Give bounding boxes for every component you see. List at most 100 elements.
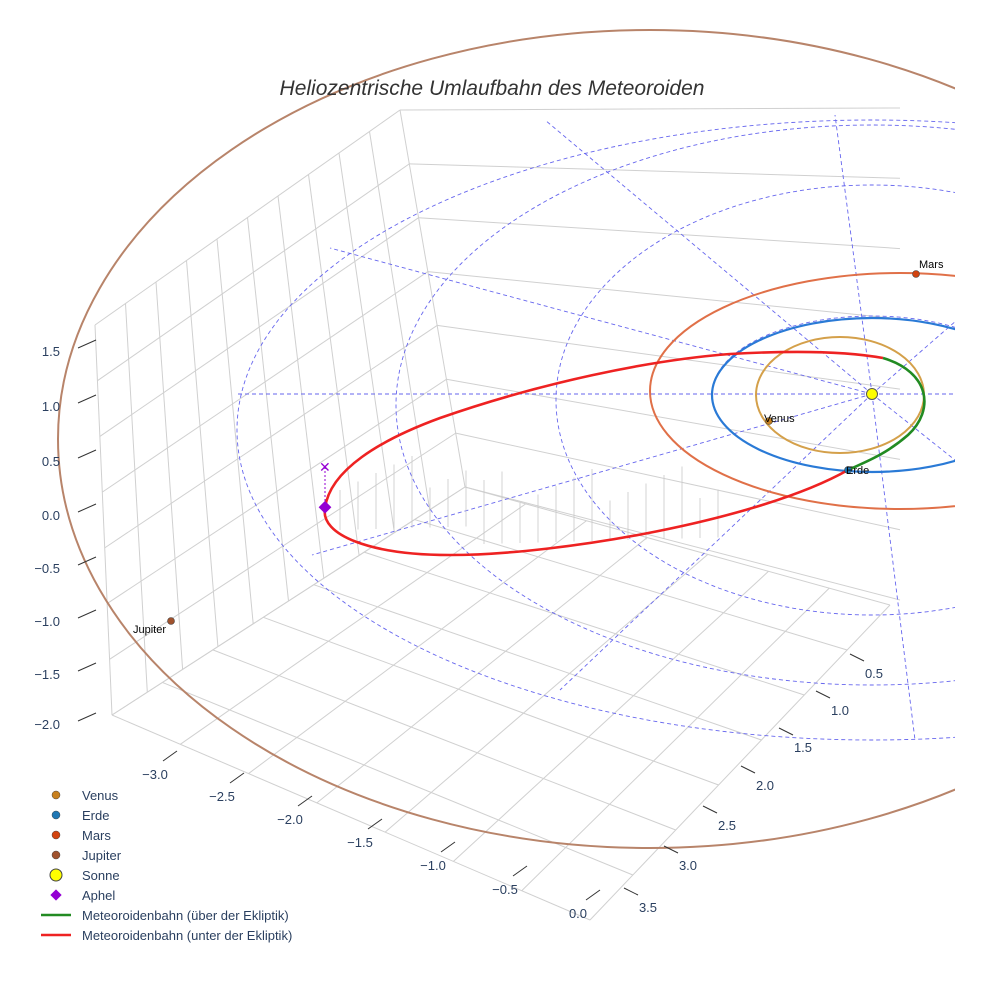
legend-label: Erde (82, 808, 109, 823)
ecliptic-grid (236, 114, 955, 741)
grid-line (277, 195, 325, 579)
grid-line (338, 152, 395, 533)
grid-ray (871, 321, 955, 395)
legend-item[interactable]: Sonne (49, 868, 120, 883)
legend-circle-icon (49, 868, 63, 882)
y-tick-label: 1.5 (794, 740, 812, 755)
y-tick-mark (702, 805, 718, 814)
legend-label: Mars (82, 828, 111, 843)
aphel-projection-x-marker: ✕ (319, 459, 331, 475)
z-tick-label: 1.5 (42, 344, 60, 359)
sonne-marker[interactable] (866, 388, 878, 400)
z-tick-mark (77, 609, 97, 619)
erde-marker[interactable] (844, 466, 852, 474)
z-tick-label: −1.0 (34, 614, 60, 629)
y-tick-label: 3.0 (679, 858, 697, 873)
erde-label: Erde (846, 465, 869, 477)
x-tick-label: −2.0 (277, 812, 303, 827)
z-tick-mark (77, 394, 97, 404)
grid-line (399, 109, 466, 488)
grid-line (155, 281, 184, 670)
axis-ticks: 1.5 1.0 0.5 0.0 −0.5 −1.0 −1.5 −2.0 −3.0 −2.5 −2.0… (34, 339, 883, 921)
x-tick-label: −1.5 (347, 835, 373, 850)
legend-item[interactable]: Meteoroidenbahn (über der Ekliptik) (41, 908, 289, 923)
legend-item[interactable]: Mars (51, 828, 111, 843)
jupiter-marker[interactable] (167, 617, 175, 625)
legend[interactable]: Venus Erde Mars Jupiter Sonne Aphel Meteoroide… (41, 788, 292, 943)
grid-line (369, 131, 431, 510)
legend-circle-icon (51, 850, 61, 860)
venus-marker[interactable] (765, 417, 773, 425)
z-tick-mark (77, 712, 97, 722)
axis-box-grid (94, 107, 901, 921)
grid-line (102, 271, 429, 493)
legend-circle-icon (51, 830, 61, 840)
z-tick-label: −2.0 (34, 717, 60, 732)
grid-line (521, 587, 830, 892)
y-tick-label: 3.5 (639, 900, 657, 915)
legend-label: Meteoroidenbahn (unter der Ekliptik) (82, 928, 292, 943)
z-tick-mark (77, 556, 97, 566)
x-tick-mark (162, 750, 178, 762)
mars-label: Mars (919, 259, 944, 271)
grid-line (186, 260, 219, 647)
legend-label: Sonne (82, 868, 120, 883)
grid-line (414, 519, 848, 651)
legend-circle-icon (51, 810, 61, 820)
grid-ray (871, 393, 955, 461)
venus-label: Venus (764, 413, 795, 425)
x-tick-label: −0.5 (492, 882, 518, 897)
grid-ring (395, 124, 955, 686)
grid-line (308, 174, 360, 556)
legend-item[interactable]: Meteoroidenbahn (unter der Ekliptik) (41, 928, 292, 943)
z-tick-mark (77, 449, 97, 459)
grid-line (363, 551, 805, 696)
x-tick-mark (297, 795, 313, 807)
z-tick-mark (77, 503, 97, 513)
y-tick-label: 1.0 (831, 703, 849, 718)
mars-orbit (649, 272, 955, 510)
grid-ray (871, 393, 916, 741)
aphel-marker[interactable] (318, 500, 332, 514)
y-tick-mark (849, 653, 865, 662)
grid-line (97, 163, 410, 382)
y-tick-label: 2.0 (756, 778, 774, 793)
z-tick-label: 0.0 (42, 508, 60, 523)
grid-line (212, 649, 676, 831)
erde-orbit (710, 316, 955, 474)
grid-line (94, 109, 401, 326)
grid-line (384, 554, 709, 833)
grid-ring (236, 119, 955, 741)
z-tick-label: −1.5 (34, 667, 60, 682)
y-tick-mark (778, 727, 794, 736)
grid-line (180, 503, 526, 745)
x-tick-mark (440, 841, 456, 853)
legend-label: Venus (82, 788, 119, 803)
x-tick-label: −1.0 (420, 858, 446, 873)
grid-line (464, 486, 891, 606)
grid-line (248, 520, 587, 774)
y-tick-label: 0.5 (865, 666, 883, 681)
grid-line (104, 325, 438, 549)
projection-drop-lines (339, 456, 719, 544)
grid-ray (329, 247, 873, 395)
y-tick-mark (740, 765, 756, 774)
grid-ray (559, 393, 873, 691)
legend-label: Aphel (82, 888, 115, 903)
grid-line (263, 616, 719, 786)
legend-item[interactable]: Erde (51, 808, 109, 823)
legend-item[interactable]: Jupiter (51, 848, 122, 863)
legend-item[interactable]: Venus (51, 788, 119, 803)
mars-marker[interactable] (912, 270, 920, 278)
chart-title: Heliozentrische Umlaufbahn des Meteoroid… (280, 77, 705, 100)
legend-label: Jupiter (82, 848, 122, 863)
grid-line (247, 217, 289, 602)
x-tick-mark (367, 818, 383, 830)
legend-diamond-icon (50, 889, 62, 901)
grid-line (216, 238, 254, 624)
legend-item[interactable]: Aphel (50, 888, 115, 903)
grid-line (125, 303, 148, 693)
x-tick-label: −2.5 (209, 789, 235, 804)
y-tick-label: 2.5 (718, 818, 736, 833)
